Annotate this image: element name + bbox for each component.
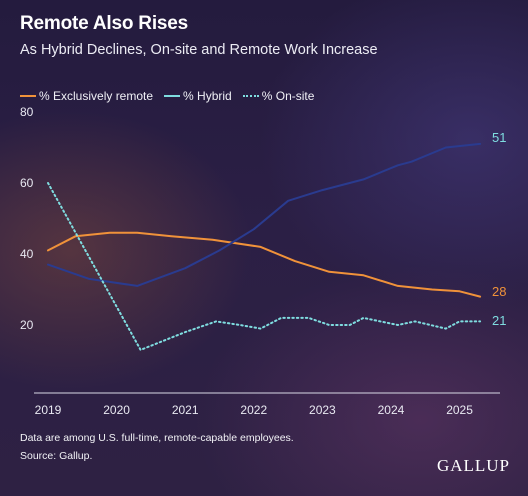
x-tick-label: 2022 bbox=[240, 403, 267, 417]
y-tick-label: 80 bbox=[20, 105, 34, 119]
series-line-remote bbox=[47, 231, 482, 298]
chart-subtitle: As Hybrid Declines, On-site and Remote W… bbox=[20, 42, 378, 58]
source-note: Source: Gallup. bbox=[20, 450, 93, 462]
y-tick-label: 40 bbox=[20, 247, 34, 261]
data-note: Data are among U.S. full-time, remote-ca… bbox=[20, 432, 294, 444]
series-line-hybrid bbox=[47, 142, 482, 287]
end-label-hybrid: 51 bbox=[492, 130, 506, 145]
series-line-onsite bbox=[47, 182, 482, 351]
gallup-logo: GALLUP bbox=[437, 456, 510, 476]
legend-swatch-hybrid bbox=[164, 95, 181, 97]
end-label-remote: 28 bbox=[492, 284, 506, 299]
logo-text: GALLUP bbox=[436, 456, 510, 475]
legend-item-onsite: % On-site bbox=[242, 89, 315, 103]
legend-label-remote: % Exclusively remote bbox=[39, 89, 154, 103]
end-label-onsite: 21 bbox=[492, 313, 506, 328]
x-tick-label: 2023 bbox=[309, 403, 336, 417]
x-tick-label: 2020 bbox=[103, 403, 130, 417]
legend-label-onsite: % On-site bbox=[261, 89, 315, 103]
legend-label-hybrid: % Hybrid bbox=[183, 89, 232, 103]
x-tick-label: 2025 bbox=[446, 403, 473, 417]
x-tick-label: 2021 bbox=[172, 403, 199, 417]
y-tick-label: 60 bbox=[20, 176, 34, 190]
legend-swatch-remote bbox=[20, 95, 36, 97]
x-tick-label: 2019 bbox=[35, 403, 62, 417]
legend-item-remote: % Exclusively remote bbox=[20, 89, 153, 103]
legend-item-hybrid: % Hybrid bbox=[164, 89, 232, 103]
chart-title: Remote Also Rises bbox=[20, 13, 189, 34]
chart-legend: % Exclusively remote % Hybrid % On-site bbox=[20, 88, 325, 104]
legend-swatch-onsite bbox=[242, 95, 259, 97]
x-tick-label: 2024 bbox=[378, 403, 405, 417]
y-tick-label: 20 bbox=[20, 318, 34, 332]
